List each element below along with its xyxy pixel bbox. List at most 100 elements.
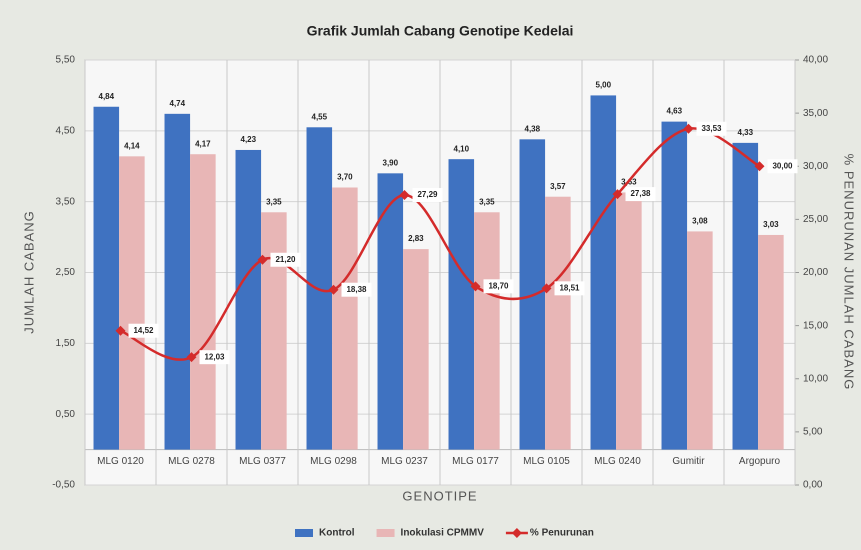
bar xyxy=(590,95,617,450)
line xyxy=(119,127,761,361)
bar xyxy=(119,156,145,450)
y2-tick-label: 20,00 xyxy=(803,267,828,278)
bar-value-label: 4,33 xyxy=(738,128,754,137)
legend-marker xyxy=(511,528,522,538)
bar xyxy=(758,234,784,450)
line-value-label: 27,29 xyxy=(417,190,438,199)
bar xyxy=(448,159,475,450)
legend-label: Inokulasi CPMMV xyxy=(401,528,485,539)
x-tick-label: MLG 0377 xyxy=(239,456,286,467)
bar xyxy=(190,154,216,450)
bar-value-label: 3,03 xyxy=(763,220,779,229)
bar-value-label: 4,38 xyxy=(525,124,541,133)
line-label-box xyxy=(554,281,585,296)
line-marker xyxy=(257,254,268,265)
y2-tick-label: 10,00 xyxy=(803,373,828,384)
line-value-label: 18,38 xyxy=(346,285,367,294)
line-marker xyxy=(115,325,126,336)
line-marker xyxy=(541,283,552,294)
x-tick-label: MLG 0278 xyxy=(168,456,215,467)
bar xyxy=(93,106,120,450)
x-tick-label: MLG 0105 xyxy=(523,456,570,467)
bar xyxy=(377,173,404,450)
chart-title: Grafik Jumlah Cabang Genotipe Kedelai xyxy=(307,23,574,39)
y-tick-label: 2,50 xyxy=(56,267,76,278)
x-tick-label: Argopuro xyxy=(739,456,781,467)
line-marker xyxy=(754,161,765,172)
x-tick-label: MLG 0177 xyxy=(452,456,499,467)
line-label-box xyxy=(412,188,443,203)
y2-tick-label: 5,00 xyxy=(803,427,823,438)
y2-tick-label: 25,00 xyxy=(803,214,828,225)
bar xyxy=(403,249,429,450)
legend-swatch xyxy=(376,529,395,537)
bar-value-label: 4,63 xyxy=(667,107,683,116)
y-tick-label: 0,50 xyxy=(56,409,76,420)
bar-value-label: 4,10 xyxy=(454,144,470,153)
bar xyxy=(332,187,358,450)
line-label-box xyxy=(270,252,301,267)
bar-value-label: 2,83 xyxy=(408,234,424,243)
bar-value-label: 3,35 xyxy=(479,197,495,206)
y-tick-label: 4,50 xyxy=(56,125,76,136)
line-value-label: 12,03 xyxy=(204,352,225,361)
bar-value-label: 3,08 xyxy=(692,217,708,226)
x-tick-label: Gumitir xyxy=(672,456,705,467)
y2-tick-label: 30,00 xyxy=(803,161,828,172)
line-marker xyxy=(328,284,339,295)
bar xyxy=(687,231,713,450)
line-label-box xyxy=(199,350,230,365)
line-label-box xyxy=(483,279,514,294)
bar-value-label: 3,57 xyxy=(550,182,566,191)
y2-tick-label: 15,00 xyxy=(803,320,828,331)
y-tick-label: 1,50 xyxy=(56,338,76,349)
line-marker xyxy=(683,123,694,134)
x-tick-label: MLG 0120 xyxy=(97,456,144,467)
line-label-box xyxy=(341,282,372,297)
x-axis-title: GENOTIPE xyxy=(402,488,477,503)
bar-value-label: 4,55 xyxy=(312,112,328,121)
bar xyxy=(732,142,759,450)
bar-value-label: 3,70 xyxy=(337,173,353,182)
bar-value-label: 3,35 xyxy=(266,197,282,206)
line-value-label: 14,52 xyxy=(133,326,154,335)
line-value-label: 27,38 xyxy=(630,189,651,198)
bar xyxy=(474,212,500,450)
line-value-label: 30,00 xyxy=(772,161,793,170)
y-tick-label: 5,50 xyxy=(56,55,76,66)
legend-label: % Penurunan xyxy=(530,528,594,539)
bar xyxy=(616,192,642,450)
bar-value-label: 4,74 xyxy=(170,99,186,108)
bar xyxy=(164,113,191,450)
bar-value-label: 4,84 xyxy=(99,92,115,101)
line-marker xyxy=(186,352,197,363)
line-marker xyxy=(470,281,481,292)
legend-label: Kontrol xyxy=(319,528,355,539)
line-value-label: 18,51 xyxy=(559,283,580,292)
x-tick-label: MLG 0298 xyxy=(310,456,357,467)
x-tick-label: MLG 0237 xyxy=(381,456,428,467)
bar-value-label: 4,17 xyxy=(195,139,211,148)
line-value-label: 18,70 xyxy=(488,281,509,290)
y2-axis-title: % PENURUNAN JUMLAH CABANG xyxy=(842,154,857,391)
y-tick-label: -0,50 xyxy=(52,480,75,491)
y2-tick-label: 0,00 xyxy=(803,480,823,491)
y-tick-label: 3,50 xyxy=(56,196,76,207)
y2-tick-label: 35,00 xyxy=(803,108,828,119)
line-value-label: 21,20 xyxy=(275,255,296,264)
y-axis-title: JUMLAH CABANG xyxy=(21,210,36,334)
bar-value-label: 4,14 xyxy=(124,141,140,150)
bar xyxy=(661,121,688,450)
bar xyxy=(235,149,262,450)
line-marker xyxy=(399,190,410,201)
x-tick-label: MLG 0240 xyxy=(594,456,641,467)
bar-value-label: 5,00 xyxy=(596,81,612,90)
line-label-box xyxy=(767,159,798,174)
bar-value-label: 4,23 xyxy=(241,135,257,144)
line-label-box xyxy=(625,187,656,202)
bar-value-label: 3,90 xyxy=(383,158,399,167)
bar xyxy=(261,212,287,450)
bar xyxy=(545,196,571,450)
y2-tick-label: 40,00 xyxy=(803,55,828,66)
